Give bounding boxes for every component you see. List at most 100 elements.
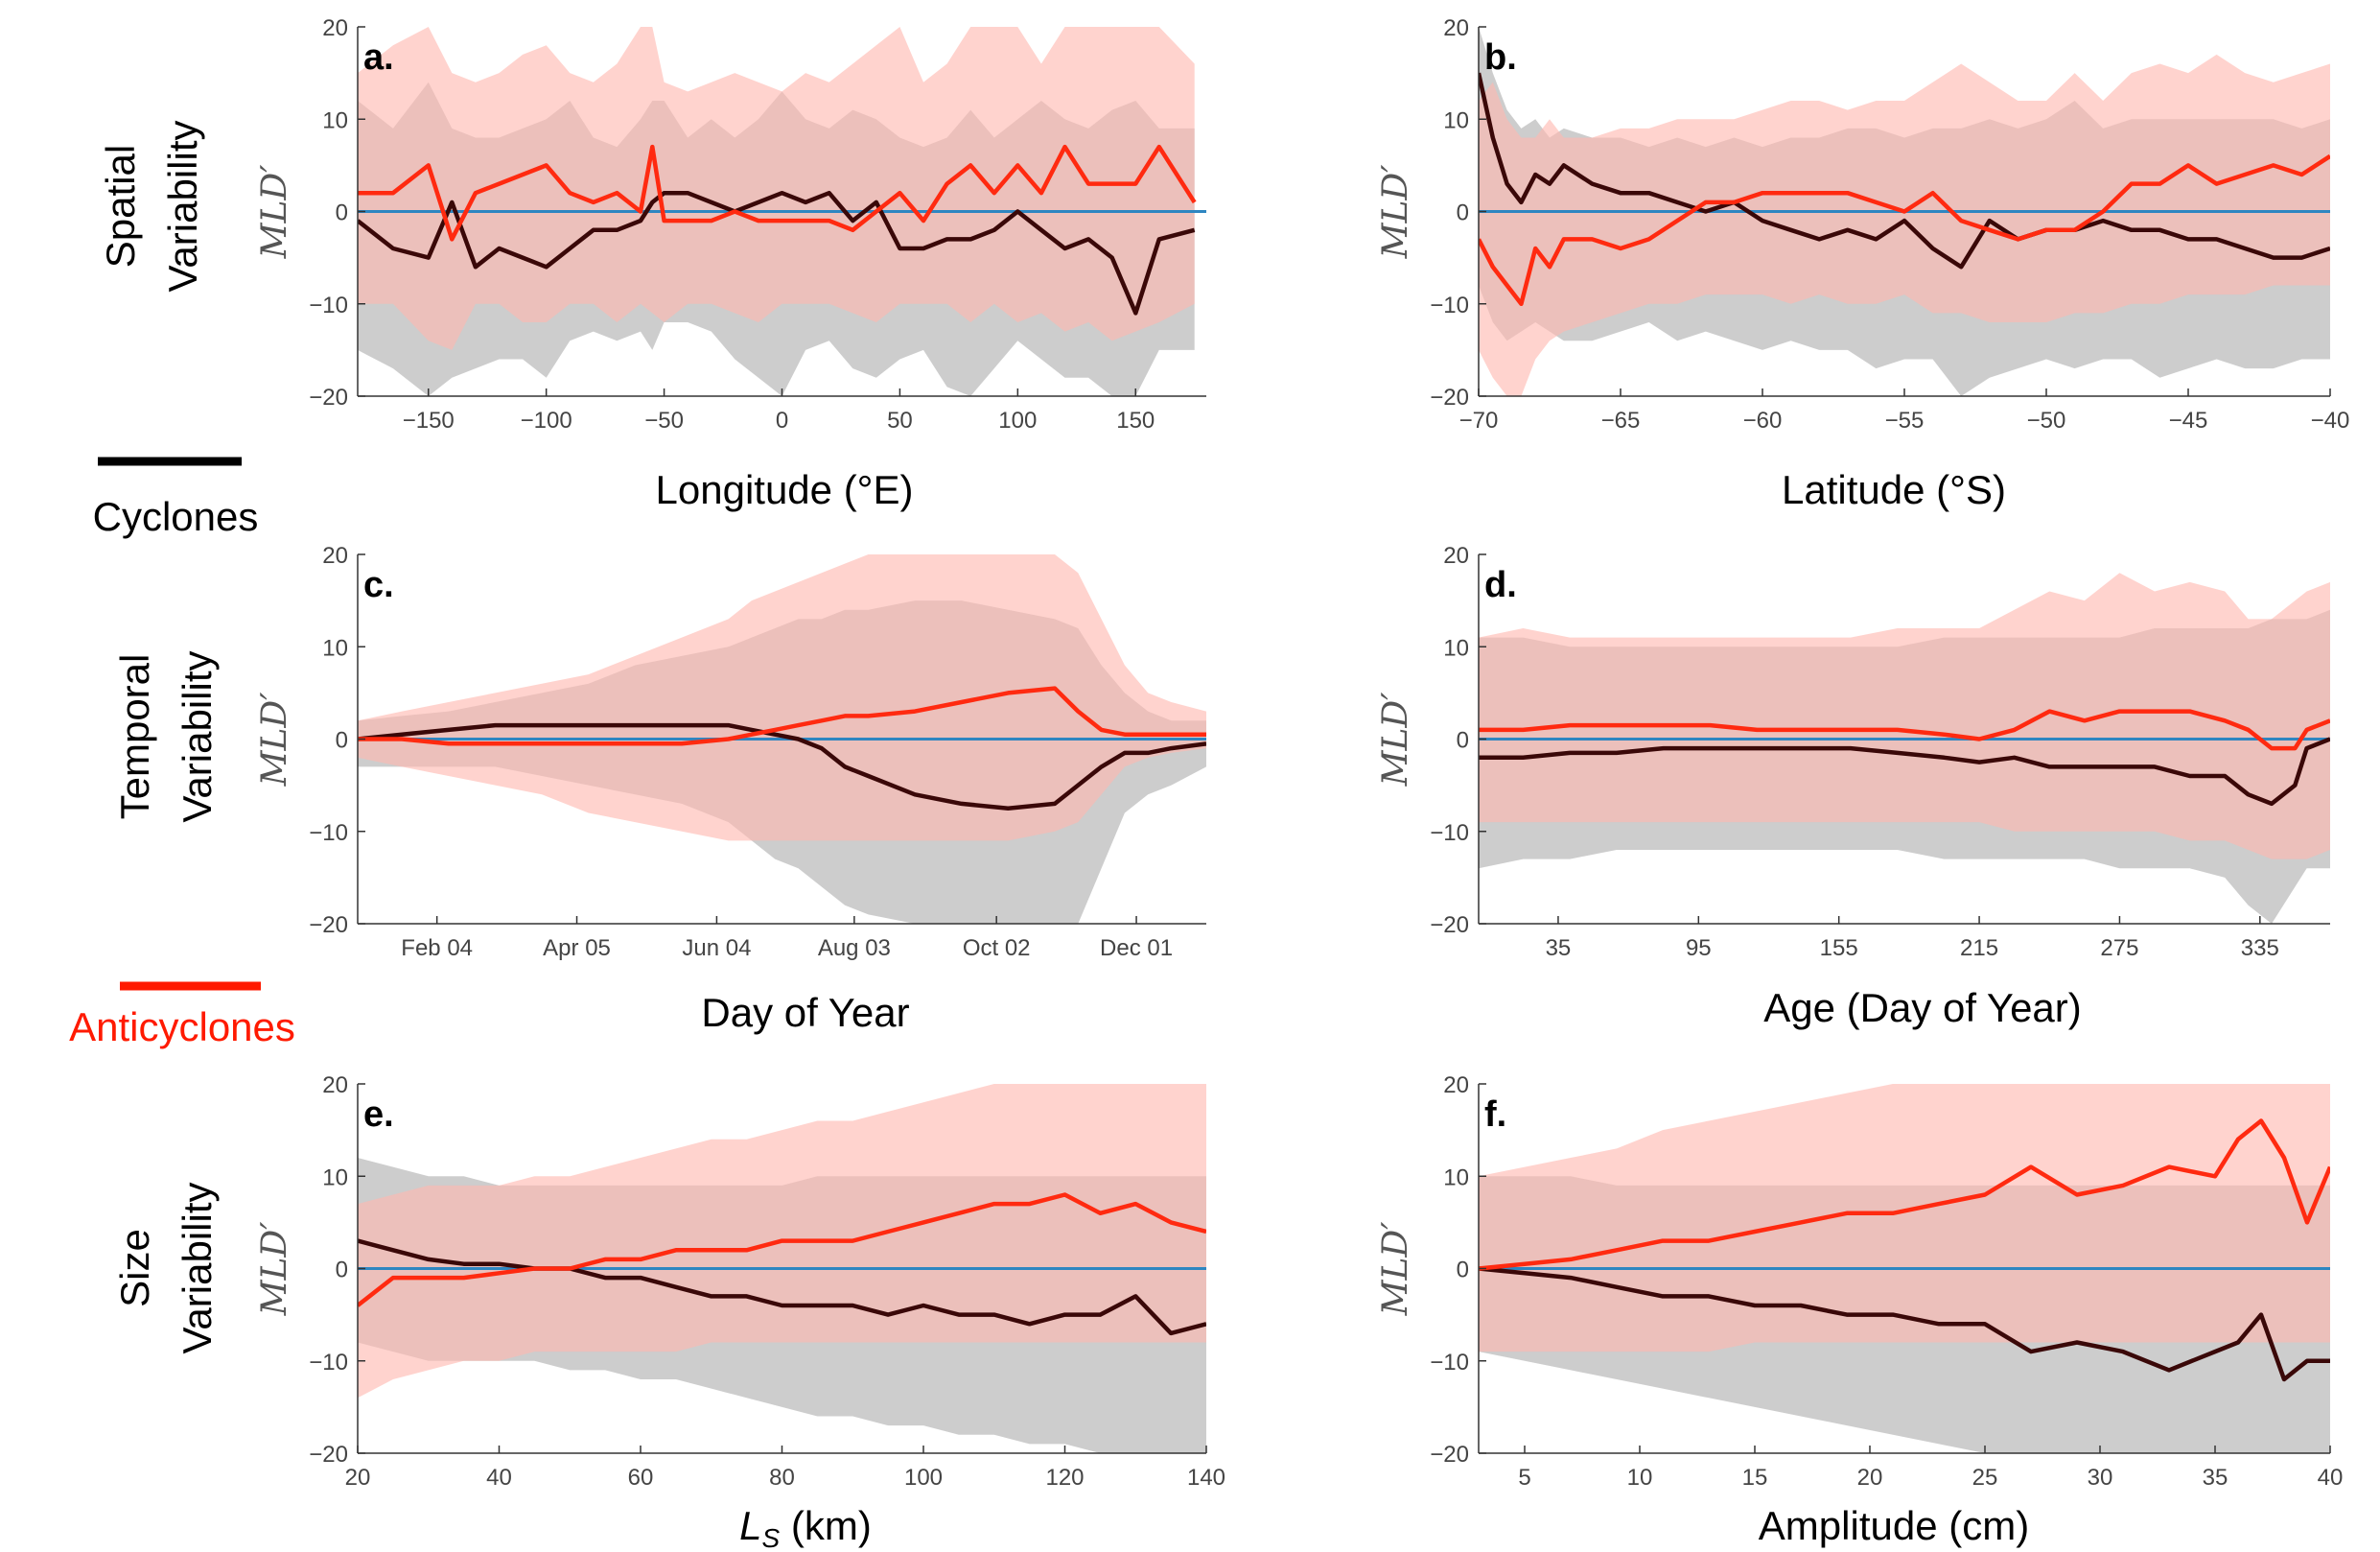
x-tick-label: 100 [904,1465,943,1491]
band-anticyclones [358,554,1206,841]
series-line-cyclones [1479,1266,2330,1382]
x-tick-label: −50 [644,408,684,434]
x-tick-label: 30 [2088,1465,2113,1491]
legend-anticyclones-label: Anticyclones [69,1004,295,1049]
x-tick-label: Feb 04 [401,935,473,961]
y-tick-label: −10 [1430,820,1469,846]
band-anticyclones [1479,54,2330,396]
x-tick-label: 120 [1045,1465,1084,1491]
y-axis-label: MLD′ [1376,1222,1415,1317]
x-tick-label: 20 [345,1465,371,1491]
y-tick-label: 10 [322,635,348,661]
x-tick-label: Oct 02 [963,935,1031,961]
row-label-spatial-line2: Variability [160,121,205,293]
plot-area [1479,573,2330,924]
panel-label: a. [363,37,394,78]
y-axis-label: MLD′ [255,165,294,260]
x-tick-label: 275 [2100,935,2138,961]
band-anticyclones [1479,573,2330,859]
x-tick-label: 100 [998,408,1037,434]
x-tick-label: 0 [776,408,788,434]
x-tick-label: 215 [1960,935,1998,961]
y-tick-label: 20 [322,1072,348,1098]
plot-area [1479,27,2330,396]
x-tick-label: −65 [1601,408,1641,434]
plot-area [358,27,1206,396]
x-axis-label: Day of Year [701,990,909,1035]
y-tick-label: −20 [309,1442,348,1468]
series-line-anticyclones [358,1192,1206,1307]
x-tick-label: 5 [1518,1465,1530,1491]
series-line-cyclones [358,190,1196,316]
panel-c: −20 −10 0 10 20 Feb 04 Apr 05 Jun 04 Aug 03 Oct 0… [255,543,1206,1035]
x-tick-label: 40 [486,1465,512,1491]
y-tick-label: 10 [322,1164,348,1190]
x-axis-label: Longitude (°E) [656,467,914,512]
row-label-size-line1: Size [112,1229,157,1307]
y-axis-label: MLD′ [1376,693,1415,788]
x-tick-label: 10 [1627,1465,1653,1491]
plot-area [358,554,1206,924]
x-tick-label: −70 [1459,408,1499,434]
panel-e: −20 −10 0 10 20 20 40 60 80 100 120 140 e. MLD′ LS (km… [255,1072,1225,1552]
y-tick-label: −20 [1430,1442,1469,1468]
x-tick-label: −40 [2311,408,2350,434]
panel-f: −20 −10 0 10 20 5 10 15 20 25 30 35 40 f. MLD′ Amplitud… [1376,1072,2343,1548]
series-line-anticyclones [358,144,1197,242]
y-tick-label: −10 [309,820,348,846]
y-tick-label: −20 [309,385,348,411]
y-tick-label: 20 [1443,543,1469,569]
x-tick-label: Jun 04 [682,935,751,961]
row-label-temporal-line1: Temporal [112,654,157,820]
row-label-size-line2: Variability [175,1183,220,1354]
y-tick-label: −10 [1430,1350,1469,1376]
series-line-anticyclones [358,686,1206,746]
x-axis-label: Latitude (°S) [1782,467,2006,512]
band-anticyclones [1479,1084,2330,1352]
y-tick-label: −20 [309,912,348,938]
y-tick-label: 0 [336,1258,348,1283]
series-line-anticyclones [1479,153,2330,307]
x-tick-label: −100 [521,408,572,434]
plot-area [358,1084,1206,1453]
series-line-anticyclones [1479,709,2330,751]
y-tick-label: 20 [1443,1072,1469,1098]
x-tick-label: 15 [1742,1465,1768,1491]
series-line-anticyclones [1479,1118,2330,1271]
panel-label: b. [1484,37,1517,78]
y-tick-label: 0 [336,728,348,754]
x-axis-label: LS (km) [739,1503,872,1552]
y-tick-label: 10 [1443,635,1469,661]
series-line-cyclones [1479,72,2330,270]
x-tick-label: 25 [1972,1465,1998,1491]
x-tick-label: 150 [1116,408,1155,434]
row-label-spatial: Spatial Variability [98,121,205,293]
x-tick-label: −55 [1885,408,1925,434]
x-tick-label: Apr 05 [543,935,611,961]
panel-label: d. [1484,565,1517,605]
y-tick-label: 20 [1443,15,1469,41]
x-tick-label: Aug 03 [818,935,891,961]
y-axis-label: MLD′ [1376,165,1415,260]
series-line-cyclones [358,722,1206,811]
x-tick-label: Dec 01 [1100,935,1173,961]
y-tick-label: 0 [1457,200,1469,226]
series-line-cyclones [1479,737,2330,807]
x-tick-label: 50 [887,408,913,434]
x-tick-label: −50 [2027,408,2066,434]
x-axis-label: Age (Day of Year) [1763,985,2082,1030]
row-label-size: Size Variability [112,1183,220,1354]
y-tick-label: −10 [1430,293,1469,318]
panel-b: −20 −10 0 10 20 −70 −65 −60 −55 −50 −45 −40 b. MLD′ La… [1376,15,2349,512]
y-tick-label: −20 [1430,385,1469,411]
x-tick-label: 35 [2203,1465,2228,1491]
y-tick-label: 10 [322,107,348,133]
legend-cyclones-label: Cyclones [93,494,259,539]
x-tick-label: 140 [1187,1465,1225,1491]
row-label-spatial-line1: Spatial [98,145,143,268]
panel-label: c. [363,565,394,605]
y-tick-label: 0 [1457,728,1469,754]
